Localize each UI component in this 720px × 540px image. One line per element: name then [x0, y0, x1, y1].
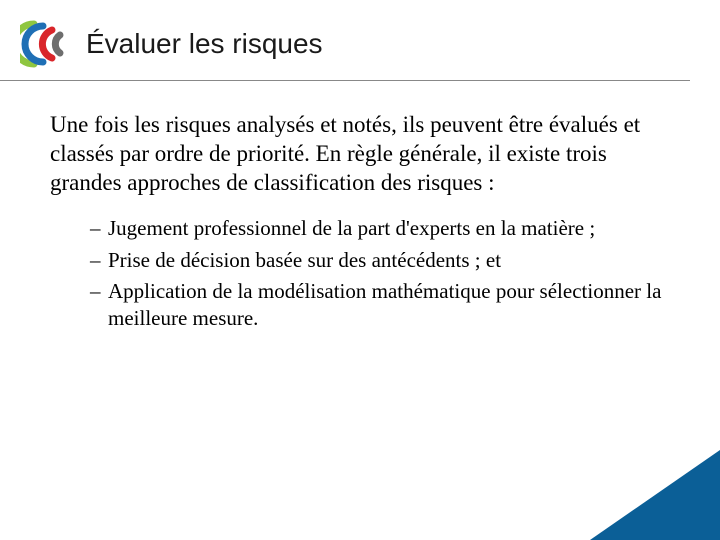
bullet-list: Jugement professionnel de la part d'expe…	[50, 215, 670, 332]
oecd-logo	[20, 20, 68, 68]
corner-accent-shape	[590, 450, 720, 540]
page-title: Évaluer les risques	[86, 28, 323, 60]
list-item: Jugement professionnel de la part d'expe…	[90, 215, 670, 242]
list-item: Application de la modélisation mathémati…	[90, 278, 670, 333]
slide-content: Une fois les risques analysés et notés, …	[0, 81, 720, 332]
intro-paragraph: Une fois les risques analysés et notés, …	[50, 111, 670, 197]
list-item: Prise de décision basée sur des antécéde…	[90, 247, 670, 274]
slide-header: Évaluer les risques	[0, 0, 690, 81]
